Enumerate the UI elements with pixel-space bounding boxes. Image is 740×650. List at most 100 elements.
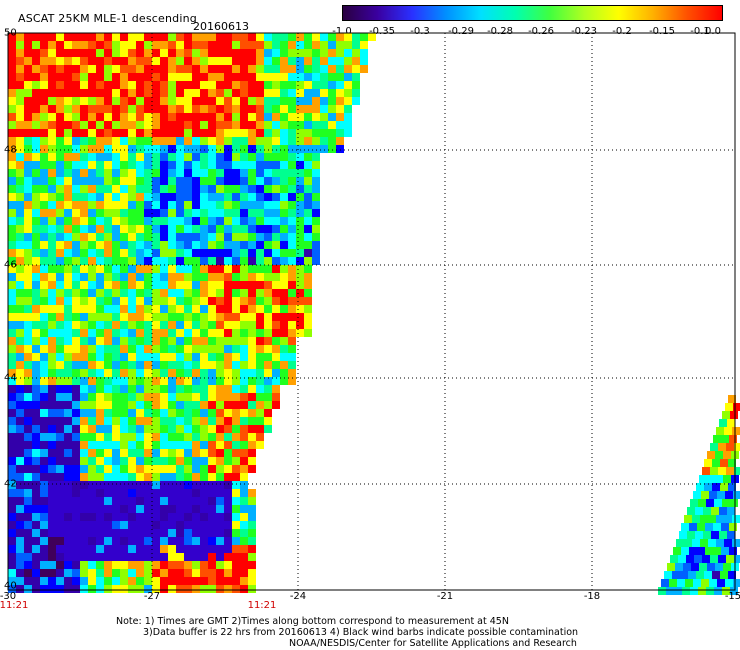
swath-cell — [216, 129, 224, 137]
swath-cell — [88, 569, 96, 577]
swath-cell — [32, 209, 40, 217]
swath-cell — [88, 289, 96, 297]
swath-cell — [280, 41, 288, 49]
swath-cell — [128, 145, 136, 153]
swath-cell — [232, 585, 240, 593]
swath-cell — [80, 393, 88, 401]
swath-cell — [72, 201, 80, 209]
swath-cell — [272, 393, 280, 401]
swath-cell — [24, 137, 32, 145]
swath-cell — [112, 441, 120, 449]
swath-cell — [264, 153, 272, 161]
swath-cell — [240, 369, 248, 377]
swath-cell — [256, 265, 264, 273]
swath-cell — [56, 481, 64, 489]
swath-cell — [56, 529, 64, 537]
swath-cell — [272, 385, 280, 393]
swath-cell — [16, 369, 24, 377]
swath-cell — [280, 145, 288, 153]
swath-cell — [248, 121, 256, 129]
swath-cell — [168, 41, 176, 49]
swath-cell — [248, 137, 256, 145]
swath-cell — [128, 321, 136, 329]
swath-cell — [72, 145, 80, 153]
swath-cell — [727, 507, 735, 515]
swath-cell — [152, 209, 160, 217]
swath-cell — [200, 289, 208, 297]
swath-cell — [176, 265, 184, 273]
swath-cell — [64, 441, 72, 449]
swath-cell — [120, 73, 128, 81]
swath-cell — [104, 81, 112, 89]
swath-cell — [200, 449, 208, 457]
swath-cell — [144, 545, 152, 553]
swath-cell — [344, 33, 352, 41]
swath-cell — [160, 321, 168, 329]
swath-cell — [224, 345, 232, 353]
swath-cell — [184, 129, 192, 137]
product-title: ASCAT 25KM MLE-1 descending — [18, 12, 197, 25]
swath-cell — [184, 489, 192, 497]
swath-cell — [176, 537, 184, 545]
swath-cell — [144, 209, 152, 217]
swath-cell — [336, 41, 344, 49]
swath-cell — [24, 249, 32, 257]
swath-cell — [232, 153, 240, 161]
swath-cell — [176, 105, 184, 113]
swath-cell — [40, 305, 48, 313]
footer-note-1: Note: 1) Times are GMT 2)Times along bot… — [116, 616, 509, 627]
swath-cell — [344, 113, 352, 121]
swath-cell — [32, 65, 40, 73]
swath-cell — [72, 57, 80, 65]
swath-cell — [144, 329, 152, 337]
swath-cell — [728, 395, 736, 403]
swath-cell — [152, 305, 160, 313]
swath-cell — [728, 459, 736, 467]
swath-cell — [176, 249, 184, 257]
swath-cell — [728, 571, 736, 579]
swath-cell — [184, 177, 192, 185]
swath-cell — [320, 97, 328, 105]
swath-cell — [192, 545, 200, 553]
swath-cell — [64, 433, 72, 441]
swath-cell — [136, 193, 144, 201]
swath-cell — [48, 569, 56, 577]
swath-cells — [8, 33, 740, 595]
swath-cell — [8, 73, 16, 81]
swath-cell — [216, 385, 224, 393]
swath-cell — [144, 353, 152, 361]
swath-cell — [232, 289, 240, 297]
swath-cell — [232, 33, 240, 41]
swath-cell — [216, 497, 224, 505]
swath-cell — [16, 233, 24, 241]
swath-cell — [264, 177, 272, 185]
swath-cell — [248, 65, 256, 73]
swath-cell — [288, 329, 296, 337]
swath-cell — [160, 225, 168, 233]
swath-cell — [32, 473, 40, 481]
swath-cell — [96, 473, 104, 481]
swath-cell — [40, 73, 48, 81]
swath-cell — [136, 97, 144, 105]
swath-cell — [224, 297, 232, 305]
swath-cell — [24, 241, 32, 249]
swath-cell — [240, 257, 248, 265]
swath-cell — [32, 73, 40, 81]
swath-cell — [296, 225, 304, 233]
swath-cell — [120, 129, 128, 137]
swath-cell — [224, 457, 232, 465]
swath-cell — [48, 321, 56, 329]
swath-cell — [232, 481, 240, 489]
swath-cell — [256, 241, 264, 249]
swath-cell — [224, 225, 232, 233]
swath-cell — [208, 305, 216, 313]
swath-cell — [144, 385, 152, 393]
swath-cell — [168, 425, 176, 433]
swath-cell — [32, 409, 40, 417]
swath-cell — [144, 537, 152, 545]
swath-cell — [144, 473, 152, 481]
swath-cell — [112, 297, 120, 305]
swath-cell — [136, 393, 144, 401]
swath-cell — [136, 585, 144, 593]
swath-cell — [96, 177, 104, 185]
